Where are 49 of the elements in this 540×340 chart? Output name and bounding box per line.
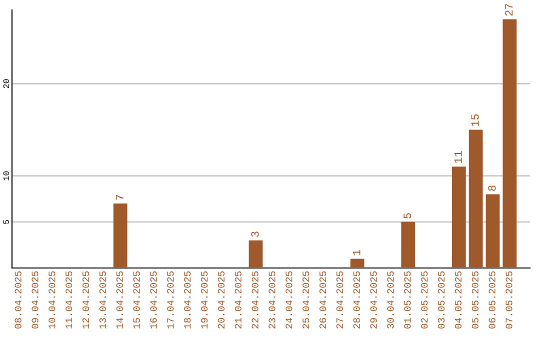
data-label: 27	[505, 4, 513, 16]
x-tick-label: 25.04.2025	[302, 271, 310, 328]
x-tick-label: 20.04.2025	[218, 271, 225, 328]
x-tick-label: 26.04.2025	[319, 271, 326, 328]
x-tick-label: 19.04.2025	[200, 271, 208, 328]
data-label: 3	[251, 232, 259, 237]
x-tick-label: 01.05.2025	[404, 271, 411, 329]
x-tick-label: 10.04.2025	[48, 271, 56, 328]
bar	[468, 130, 483, 268]
x-tick-label: 24.04.2025	[286, 271, 292, 328]
bar	[113, 204, 128, 268]
y-tick-label: 5	[3, 220, 9, 224]
x-tick-label: 09.04.2025	[32, 271, 38, 329]
x-tick-label: 22.04.2025	[252, 271, 258, 328]
x-tick-label: 21.04.2025	[234, 271, 242, 328]
x-tick-label: 23.04.2025	[268, 271, 276, 328]
x-tick-label: 27.04.2025	[336, 271, 344, 328]
x-tick-label: 29.04.2025	[370, 271, 377, 328]
x-tick-label: 15.04.2025	[133, 271, 140, 328]
data-label: 1	[352, 250, 360, 256]
x-tick-label: 04.05.2025	[454, 271, 462, 329]
y-tick-label: 10	[3, 171, 9, 180]
data-label: 11	[454, 151, 462, 164]
data-label: 8	[488, 186, 496, 191]
x-tick-label: 05.05.2025	[472, 271, 478, 329]
x-tick-label: 17.04.2025	[167, 271, 174, 328]
x-tick-label: 06.05.2025	[488, 271, 496, 329]
x-tick-label: 16.04.2025	[150, 271, 157, 328]
data-label: 15	[471, 114, 479, 126]
x-tick-label: 11.04.2025	[66, 271, 72, 328]
x-tick-label: 12.04.2025	[82, 271, 90, 328]
x-tick-label: 07.05.2025	[506, 271, 512, 329]
bar	[401, 222, 416, 268]
x-tick-label: 03.05.2025	[438, 271, 445, 329]
x-tick-label: 08.04.2025	[14, 271, 22, 329]
x-tick-label: 28.04.2025	[353, 271, 360, 328]
x-tick-label: 13.04.2025	[99, 271, 106, 328]
bar	[486, 194, 500, 268]
data-label: 5	[404, 213, 412, 218]
x-tick-label: 30.04.2025	[387, 271, 394, 329]
x-tick-label: 02.05.2025	[421, 271, 428, 329]
y-tick-label: 20	[3, 79, 9, 88]
bar	[350, 258, 364, 268]
bar	[502, 19, 517, 268]
x-tick-label: 18.04.2025	[184, 271, 191, 328]
x-tick-label: 14.04.2025	[116, 271, 123, 328]
data-label: 7	[116, 194, 124, 200]
bar	[248, 240, 263, 268]
bar	[452, 166, 466, 268]
